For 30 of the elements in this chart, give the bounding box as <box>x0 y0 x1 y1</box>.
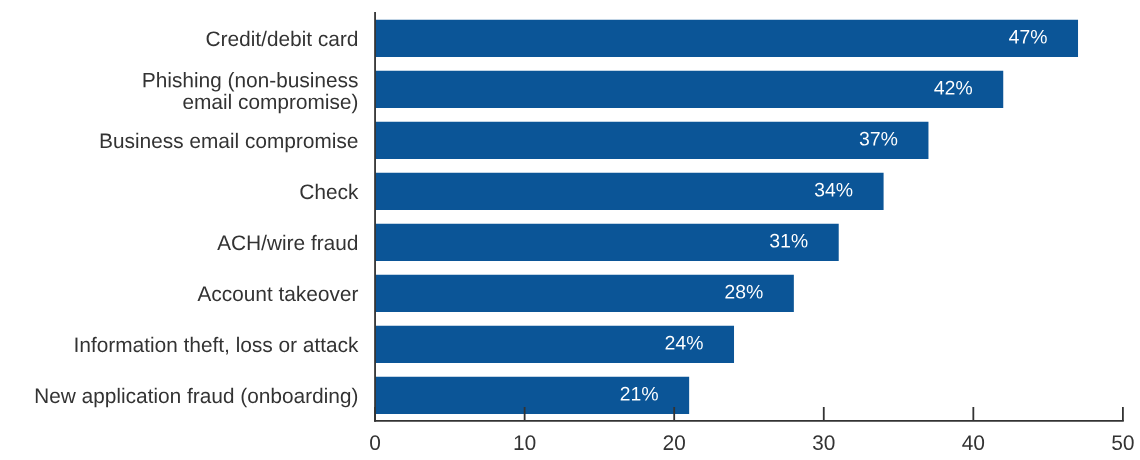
y-tick-label: Account takeover <box>197 285 359 302</box>
data-label: 34% <box>814 182 853 197</box>
x-tick-label: 10 <box>514 435 536 451</box>
x-tick-label: 50 <box>1112 435 1134 451</box>
bar <box>375 19 1079 57</box>
bar <box>375 223 839 262</box>
bar <box>375 325 735 364</box>
bar <box>375 70 1004 108</box>
y-tick-label: Business email compromise <box>100 132 358 153</box>
data-label: 37% <box>859 131 898 146</box>
bar <box>375 172 884 210</box>
bar <box>375 274 794 313</box>
data-label: 31% <box>770 233 808 248</box>
data-label: 21% <box>620 386 658 401</box>
data-label: 28% <box>725 284 763 299</box>
y-tick-label: New application fraud (onboarding) <box>35 387 358 408</box>
data-label: 24% <box>665 335 703 350</box>
y-tick-label: Check <box>300 183 359 200</box>
bar <box>375 376 690 415</box>
data-label: 42% <box>934 80 973 95</box>
x-tick-label: 20 <box>663 435 685 451</box>
y-tick-label: ACH/wire fraud <box>217 234 358 251</box>
x-tick-label: 30 <box>812 435 835 451</box>
y-tick-label: Phishing (non-business email compromise) <box>143 72 358 114</box>
x-tick-label: 40 <box>962 435 985 451</box>
x-tick-label: 0 <box>370 435 381 451</box>
y-tick-label: Information theft, loss or attack <box>75 336 359 355</box>
y-tick-label: Credit/debit card <box>206 30 358 47</box>
bar <box>375 121 929 159</box>
data-label: 47% <box>1009 29 1047 44</box>
